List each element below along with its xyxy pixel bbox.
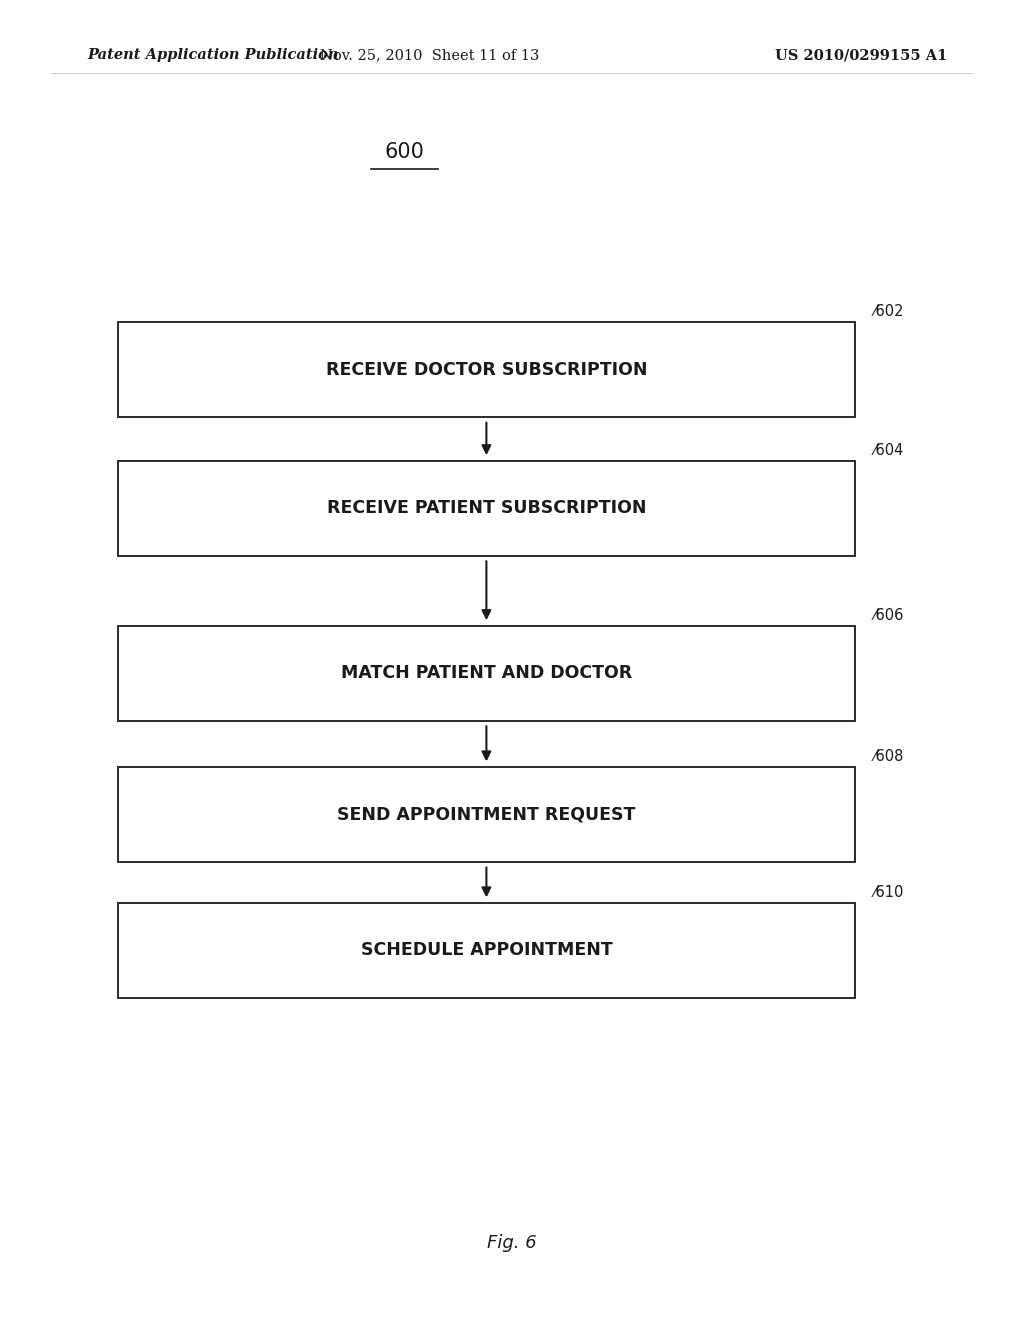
Bar (118, 903, 855, 998)
Bar (118, 767, 855, 862)
Text: ⁄606: ⁄606 (873, 607, 904, 623)
Bar (118, 461, 855, 556)
Text: ⁄602: ⁄602 (873, 304, 904, 319)
Text: US 2010/0299155 A1: US 2010/0299155 A1 (775, 49, 947, 62)
Text: Nov. 25, 2010  Sheet 11 of 13: Nov. 25, 2010 Sheet 11 of 13 (321, 49, 540, 62)
Text: ⁄604: ⁄604 (873, 442, 904, 458)
Text: RECEIVE PATIENT SUBSCRIPTION: RECEIVE PATIENT SUBSCRIPTION (327, 499, 646, 517)
Bar (118, 626, 855, 721)
Text: SEND APPOINTMENT REQUEST: SEND APPOINTMENT REQUEST (337, 805, 636, 824)
Text: Fig. 6: Fig. 6 (487, 1234, 537, 1253)
Text: SCHEDULE APPOINTMENT: SCHEDULE APPOINTMENT (360, 941, 612, 960)
Text: Patent Application Publication: Patent Application Publication (87, 49, 339, 62)
Text: RECEIVE DOCTOR SUBSCRIPTION: RECEIVE DOCTOR SUBSCRIPTION (326, 360, 647, 379)
Text: 600: 600 (385, 141, 424, 162)
Text: ⁄610: ⁄610 (873, 884, 904, 900)
Text: MATCH PATIENT AND DOCTOR: MATCH PATIENT AND DOCTOR (341, 664, 632, 682)
Bar (118, 322, 855, 417)
Text: ⁄608: ⁄608 (873, 748, 904, 764)
